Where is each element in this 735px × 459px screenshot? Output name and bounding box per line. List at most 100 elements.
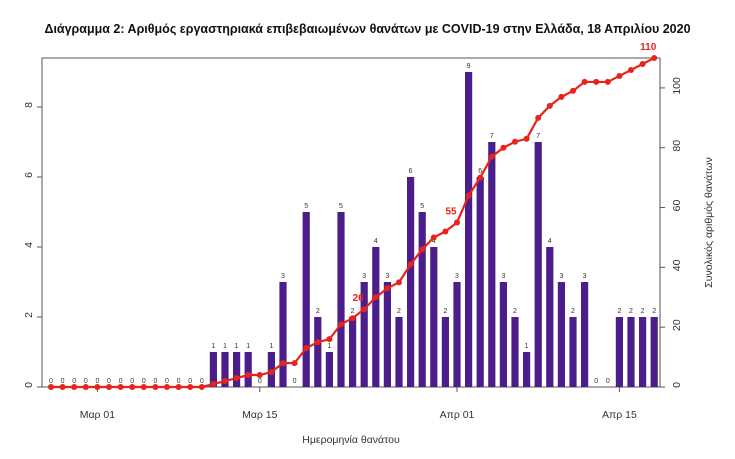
x-tick-label: Απρ 01 [440, 409, 475, 421]
cumulative-point [349, 315, 356, 322]
bar [221, 352, 229, 387]
bar-value-label: 4 [374, 238, 378, 245]
bar [546, 247, 554, 387]
bar-value-label: 3 [501, 273, 505, 280]
chart-title: Διάγραμμα 2: Αριθμός εργαστηριακά επιβεβ… [44, 22, 691, 36]
cumulative-point [384, 285, 391, 292]
cumulative-point [581, 78, 588, 85]
bar-value-label: 3 [281, 273, 285, 280]
cumulative-point [222, 378, 228, 385]
cumulative-point [593, 78, 600, 85]
bar [209, 352, 217, 387]
bar [302, 212, 310, 387]
bar [441, 317, 449, 387]
bar-value-label: 0 [606, 378, 610, 385]
bar-value-label: 0 [61, 378, 65, 385]
bar-value-label: 0 [177, 378, 181, 385]
cumulative-point [82, 384, 89, 390]
y2-tick-label: 0 [671, 382, 683, 388]
cumulative-point [140, 384, 147, 390]
cumulative-point [442, 228, 449, 235]
cumulative-point [175, 384, 182, 390]
bar [430, 247, 438, 387]
bar-value-label: 5 [339, 203, 343, 210]
cumulative-point [326, 336, 333, 343]
bar-value-label: 4 [432, 238, 436, 245]
cumulative-point [419, 246, 426, 253]
bar [325, 352, 333, 387]
bar-value-label: 4 [548, 238, 552, 245]
cumulative-point [407, 261, 414, 268]
bar [650, 317, 658, 387]
y-tick-label: 0 [23, 382, 35, 388]
bar [615, 317, 623, 387]
bar-value-label: 1 [246, 343, 250, 350]
cumulative-point [198, 384, 205, 390]
bar [314, 317, 322, 387]
y-tick-label: 4 [23, 242, 35, 248]
bar-value-label: 1 [269, 343, 273, 350]
line-annotation: 26 [353, 293, 365, 304]
bar-value-label: 0 [107, 378, 111, 385]
cumulative-point [48, 384, 54, 390]
bar-value-label: 3 [455, 273, 459, 280]
y-tick-label: 2 [23, 312, 35, 318]
bar-value-label: 1 [223, 343, 227, 350]
cumulative-point [651, 55, 658, 61]
bar [244, 352, 252, 387]
bar [511, 317, 519, 387]
bar-value-label: 2 [652, 308, 656, 315]
bar-value-label: 3 [559, 273, 563, 280]
bar-value-label: 3 [362, 273, 366, 280]
cumulative-point [106, 384, 112, 390]
cumulative-point [361, 306, 368, 313]
bar-value-label: 0 [594, 378, 598, 385]
cumulative-point [465, 192, 472, 199]
cumulative-point [604, 78, 611, 85]
bar [279, 282, 287, 387]
cumulative-point [570, 87, 576, 94]
bar-value-label: 0 [258, 378, 262, 385]
cumulative-point [546, 102, 553, 109]
cumulative-point [59, 384, 66, 390]
bar-value-label: 5 [304, 203, 308, 210]
cumulative-point [488, 153, 495, 160]
bar [372, 247, 380, 387]
bar [418, 212, 426, 387]
bar [523, 352, 531, 387]
bar [395, 317, 403, 387]
bar-value-label: 1 [525, 343, 529, 350]
bar [534, 142, 542, 387]
bar-value-label: 5 [420, 203, 424, 210]
x-axis-title: Ημερομηνία θανάτου [302, 434, 400, 446]
bar-value-label: 9 [467, 63, 471, 70]
bar [383, 282, 391, 387]
cumulative-point [512, 138, 518, 145]
cumulative-point [245, 372, 252, 379]
cumulative-point [291, 360, 298, 367]
bar [557, 282, 565, 387]
cumulative-point [187, 384, 194, 390]
bar-value-label: 0 [72, 378, 76, 385]
bar-value-label: 6 [478, 168, 482, 175]
bar-value-label: 0 [95, 378, 99, 385]
cumulative-point [303, 345, 310, 352]
cumulative-point [129, 384, 136, 390]
bar [499, 282, 507, 387]
cumulative-point [233, 375, 240, 382]
cumulative-point [314, 339, 321, 346]
cumulative-point [210, 381, 217, 388]
bar-value-label: 2 [629, 308, 633, 315]
bar [465, 72, 473, 387]
bar [337, 212, 345, 387]
x-tick-label: Απρ 15 [602, 409, 637, 421]
bar-value-label: 1 [211, 343, 215, 350]
cumulative-point [558, 93, 565, 100]
bar-value-label: 2 [513, 308, 517, 315]
bar-value-label: 0 [142, 378, 146, 385]
y2-tick-label: 40 [671, 259, 683, 271]
y2-tick-label: 80 [671, 140, 683, 152]
bar [488, 142, 496, 387]
bar-value-label: 7 [536, 133, 540, 140]
bar-value-label: 7 [490, 133, 494, 140]
